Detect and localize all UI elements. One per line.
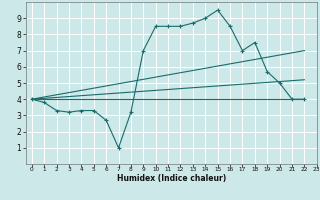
X-axis label: Humidex (Indice chaleur): Humidex (Indice chaleur) xyxy=(116,174,226,183)
